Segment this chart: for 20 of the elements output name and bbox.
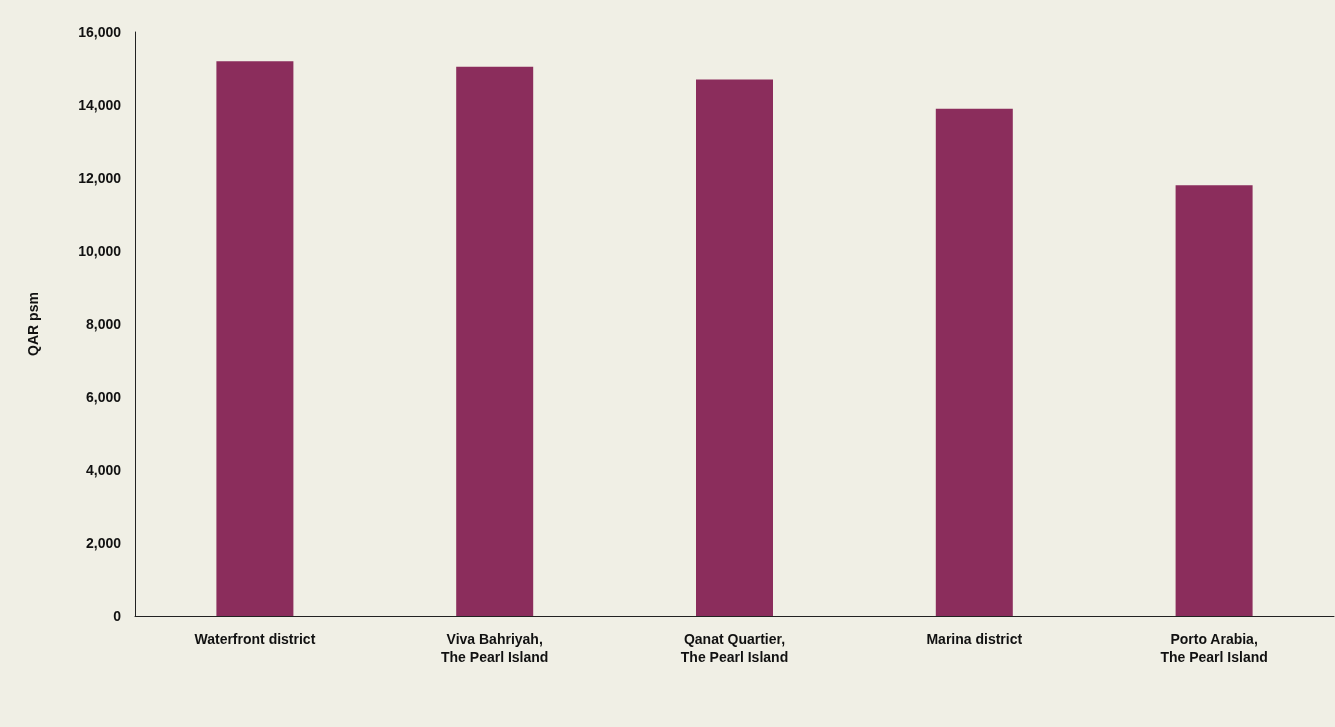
bar <box>935 108 1013 616</box>
y-tick-label: 10,000 <box>78 243 122 259</box>
y-tick-label: 12,000 <box>78 170 122 186</box>
bar <box>1175 185 1253 616</box>
bar <box>216 61 294 616</box>
x-tick-label: Waterfront district <box>194 631 316 647</box>
y-tick-label: 0 <box>113 608 122 624</box>
y-tick-label: 2,000 <box>85 535 122 551</box>
x-tick-label: Qanat Quartier, The Pearl Island <box>680 631 789 665</box>
bar <box>696 79 773 616</box>
x-tick-label: Viva Bahriyah, The Pearl Island <box>441 631 549 665</box>
y-axis-title: QAR psm <box>25 292 41 356</box>
y-tick-label: 4,000 <box>85 462 122 478</box>
y-tick-label: 8,000 <box>85 316 122 332</box>
y-tick-label: 14,000 <box>78 97 122 113</box>
bar <box>456 66 534 616</box>
x-tick-label: Porto Arabia, The Pearl Island <box>1160 631 1268 665</box>
y-tick-label: 16,000 <box>78 24 122 40</box>
y-tick-label: 6,000 <box>85 389 122 405</box>
x-tick-label: Marina district <box>926 631 1023 647</box>
